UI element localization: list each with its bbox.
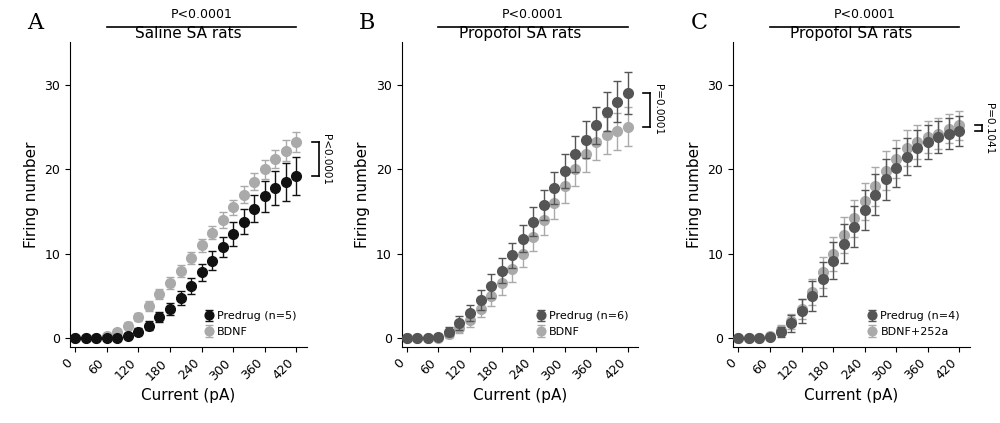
Legend: Predrug (n=6), BDNF: Predrug (n=6), BDNF [533,307,633,341]
X-axis label: Current (pA): Current (pA) [804,388,899,403]
Text: B: B [359,12,375,34]
Text: P<0.0001: P<0.0001 [834,8,896,21]
Text: P=0.0001: P=0.0001 [653,85,663,135]
Text: P<0.0001: P<0.0001 [171,8,233,21]
Text: C: C [691,12,708,34]
Text: A: A [27,12,43,34]
Text: P<0.0001: P<0.0001 [321,134,331,184]
Y-axis label: Firing number: Firing number [687,141,702,248]
X-axis label: Current (pA): Current (pA) [473,388,567,403]
Legend: Predrug (n=5), BDNF: Predrug (n=5), BDNF [202,307,301,341]
Legend: Predrug (n=4), BDNF+252a: Predrug (n=4), BDNF+252a [865,307,964,341]
Text: P<0.0001: P<0.0001 [502,8,564,21]
Title: Propofol SA rats: Propofol SA rats [459,26,581,41]
Text: P=0.1041: P=0.1041 [984,102,994,154]
Y-axis label: Firing number: Firing number [24,141,39,248]
Title: Saline SA rats: Saline SA rats [135,26,242,41]
Title: Propofol SA rats: Propofol SA rats [790,26,913,41]
Y-axis label: Firing number: Firing number [355,141,370,248]
X-axis label: Current (pA): Current (pA) [141,388,236,403]
